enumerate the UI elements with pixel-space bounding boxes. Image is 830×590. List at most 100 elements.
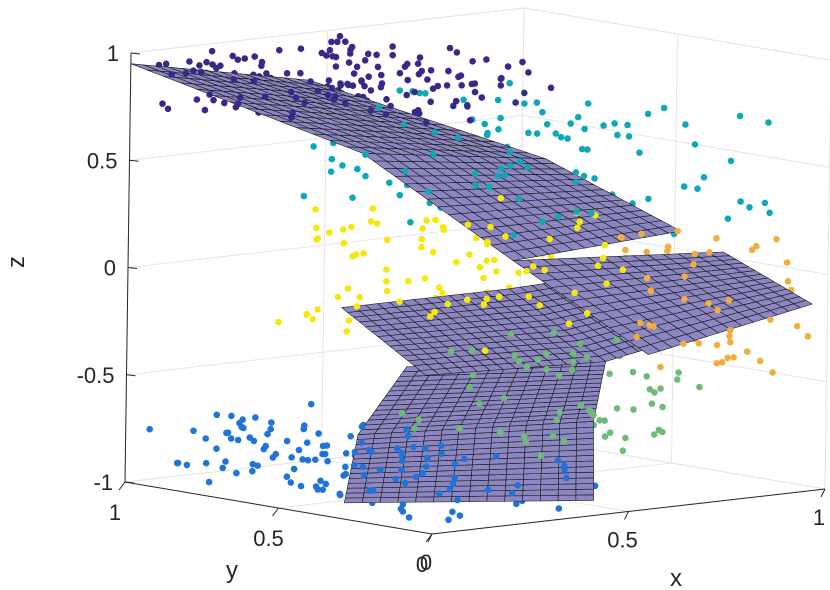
scatter-point <box>495 126 502 133</box>
scatter-point <box>446 486 454 493</box>
scatter-point <box>392 475 400 483</box>
scatter-point <box>336 32 344 40</box>
surface-cell <box>575 471 594 479</box>
scatter-point <box>287 479 295 486</box>
surface-cell <box>346 482 367 489</box>
surface-cell <box>523 473 542 480</box>
scatter-point <box>497 194 505 202</box>
scatter-point <box>625 133 633 140</box>
scatter-point <box>339 226 347 233</box>
scatter-point <box>539 218 546 226</box>
scatter-point <box>611 120 618 127</box>
scatter-point <box>344 285 352 292</box>
scatter-point <box>436 490 443 497</box>
scatter-point <box>705 300 712 307</box>
scatter-point <box>427 98 435 106</box>
scatter-point <box>301 99 309 106</box>
scatter-point <box>706 249 713 256</box>
y-tick <box>425 533 433 543</box>
scatter-point <box>767 316 774 324</box>
scatter-point <box>276 46 283 54</box>
surface-cell <box>575 460 594 468</box>
scatter-point <box>516 158 523 165</box>
scatter-point <box>213 411 221 419</box>
surface-cell <box>541 445 560 452</box>
scatter-point <box>500 395 508 402</box>
scatter-point <box>332 53 340 61</box>
scatter-point <box>190 67 197 74</box>
scatter-point <box>383 266 390 273</box>
surface-cell <box>505 473 525 481</box>
scatter-point <box>650 431 658 438</box>
scatter-point <box>657 363 664 371</box>
scatter-point <box>680 183 688 190</box>
scatter-point <box>328 155 336 163</box>
scatter-point <box>515 357 523 365</box>
scatter-point <box>383 236 391 244</box>
z-tick <box>124 481 135 484</box>
scatter-point <box>321 450 329 458</box>
scatter-point <box>317 477 324 485</box>
scatter-point <box>423 119 430 126</box>
scatter-point <box>312 456 319 464</box>
scatter-point <box>342 463 349 471</box>
scatter-point <box>313 224 320 232</box>
scatter-point <box>481 120 489 128</box>
surface-cell <box>505 468 525 475</box>
scatter-point <box>659 403 666 411</box>
surface-cell <box>523 467 542 475</box>
surface-cell <box>435 475 455 482</box>
scatter-point <box>429 151 437 158</box>
surface-cell <box>415 496 435 503</box>
scatter-point <box>447 348 455 355</box>
scatter-point <box>565 320 573 328</box>
scatter-point <box>453 49 461 56</box>
scatter-point <box>312 206 319 213</box>
scatter-point <box>412 473 420 481</box>
scatter-point <box>202 459 210 467</box>
scatter-point <box>416 54 424 61</box>
scatter-point <box>349 252 356 260</box>
surface-cell <box>343 497 364 504</box>
scatter-point <box>724 215 732 222</box>
scatter-point <box>283 473 291 481</box>
scatter-point <box>675 369 682 376</box>
scatter-point <box>478 94 486 101</box>
scatter-point <box>233 469 240 477</box>
y-axis-label: y <box>226 557 238 584</box>
scatter-point <box>466 117 474 124</box>
scatter-point <box>227 435 235 442</box>
scatter-point <box>515 195 522 202</box>
z-axis-label: z <box>3 256 30 268</box>
scatter-point <box>637 319 644 327</box>
scatter-point <box>337 82 345 89</box>
scatter-point <box>614 131 621 139</box>
scatter-point <box>223 429 230 437</box>
scatter-point <box>576 218 583 226</box>
scatter-point <box>680 340 687 348</box>
scatter-point <box>651 389 658 396</box>
scatter-point <box>694 185 701 192</box>
scatter-point <box>386 179 393 186</box>
surface-cell <box>364 482 384 489</box>
scatter-point <box>202 435 209 442</box>
scatter-point <box>389 51 397 59</box>
surface-cell <box>557 489 577 496</box>
surface-cell <box>558 455 577 463</box>
x-axis-label: x <box>670 565 682 590</box>
scatter-point <box>314 235 322 242</box>
surface-cell <box>486 495 506 502</box>
scatter-point <box>205 478 213 486</box>
scatter-point <box>714 306 721 314</box>
scatter-point <box>553 417 560 424</box>
scatter-point <box>174 459 182 467</box>
surface-cell <box>522 495 541 502</box>
scatter-point <box>633 333 640 341</box>
scatter-point <box>756 357 764 365</box>
scatter-point <box>601 417 608 424</box>
surface-cell <box>574 365 591 372</box>
scatter-point <box>367 87 375 94</box>
scatter-point <box>368 448 375 456</box>
surface-cell <box>398 486 419 493</box>
